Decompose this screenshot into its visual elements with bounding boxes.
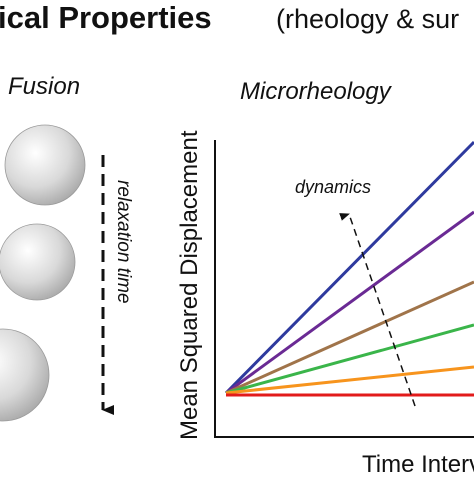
title: ical Properties <box>0 0 212 35</box>
x-axis-label: Time Interv <box>362 451 474 474</box>
droplet <box>0 328 50 422</box>
y-axis-label: Mean Squared Displacement <box>176 130 203 440</box>
line <box>225 210 474 395</box>
line <box>224 140 474 395</box>
line <box>225 323 474 395</box>
line <box>225 280 474 395</box>
arrow <box>339 213 416 407</box>
arrow-label: dynamics <box>295 177 371 197</box>
panel-title: Microrheology <box>240 78 393 105</box>
line <box>225 365 474 395</box>
panel-title: Fusion <box>8 73 80 100</box>
axes <box>214 140 474 438</box>
subtitle: (rheology & sur <box>276 4 459 34</box>
droplet <box>0 223 76 301</box>
droplet <box>4 124 86 206</box>
arrow-label: relaxation time <box>113 180 134 304</box>
